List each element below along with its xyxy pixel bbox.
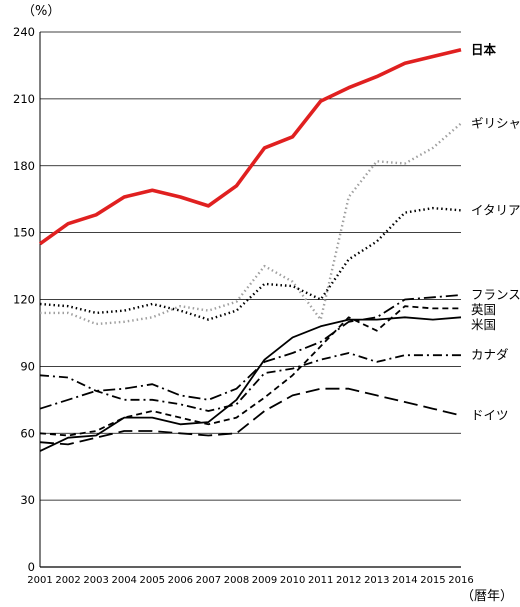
series-label: 日本 [471, 42, 497, 57]
x-tick-label: 2016 [448, 575, 473, 586]
x-axis-unit-label: （暦年） [461, 589, 513, 604]
series-label: フランス [471, 287, 520, 302]
y-tick-label: 150 [13, 226, 35, 240]
x-tick-label: 2012 [336, 575, 361, 586]
series-line [39, 294, 462, 410]
y-axis-unit-label: （%） [22, 4, 60, 19]
x-tick-label: 2008 [224, 575, 249, 586]
series-line [39, 352, 461, 412]
x-tick-label: 2002 [55, 575, 80, 586]
gridlines [40, 31, 461, 568]
series-line [38, 48, 462, 246]
x-tick-label: 2001 [27, 575, 52, 586]
series-line [39, 316, 462, 452]
y-tick-labels: 0 30 60 90 120 150 180 210 240 [13, 25, 35, 574]
x-tick-labels: 2001 2002 2003 2004 2005 2006 2007 2008 2009 2010… [27, 575, 473, 586]
series-line [40, 122, 462, 326]
series-label: カナダ [471, 347, 509, 362]
x-tick-label: 2015 [420, 575, 445, 586]
series-lines [38, 48, 462, 452]
x-tick-label: 2005 [140, 575, 165, 586]
x-tick-label: 2004 [111, 575, 136, 586]
y-tick-label: 240 [13, 25, 35, 39]
x-tick-label: 2007 [196, 575, 221, 586]
y-tick-label: 120 [13, 293, 35, 307]
axes [39, 32, 461, 568]
series-label: イタリア [471, 202, 520, 217]
x-tick-label: 2013 [364, 575, 389, 586]
series-line [39, 206, 462, 321]
series-label: ギリシャ [471, 115, 520, 130]
y-tick-label: 210 [13, 92, 35, 106]
series-line [39, 387, 462, 446]
x-tick-label: 2011 [308, 575, 333, 586]
y-tick-label: 0 [28, 560, 35, 574]
y-tick-label: 90 [20, 359, 35, 373]
series-label: 英国 [471, 302, 496, 317]
y-tick-label: 60 [20, 426, 35, 440]
x-tick-label: 2009 [252, 575, 277, 586]
y-tick-label: 180 [13, 159, 35, 173]
series-line [39, 305, 461, 437]
series-label: ドイツ [471, 407, 509, 422]
x-tick-label: 2010 [280, 575, 305, 586]
x-tick-label: 2003 [83, 575, 108, 586]
x-tick-label: 2006 [168, 575, 193, 586]
series-label: 米国 [471, 317, 496, 332]
x-tick-label: 2014 [392, 575, 417, 586]
y-tick-label: 30 [20, 493, 35, 507]
